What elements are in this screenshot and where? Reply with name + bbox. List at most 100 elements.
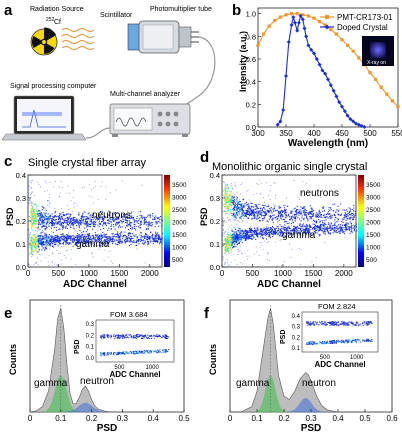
c-gamma-point <box>91 235 93 237</box>
c-gamma-point <box>153 240 155 242</box>
c-gamma-point <box>83 238 85 240</box>
c-neutrons-point <box>158 220 160 223</box>
d-gamma-point <box>262 234 264 236</box>
c-gamma-point <box>56 236 58 238</box>
c-neutrons-point <box>41 218 43 220</box>
d-neutrons-point <box>226 190 228 193</box>
d-neutrons-point <box>281 216 283 218</box>
c-noise-point <box>33 195 35 196</box>
d-neutrons-point <box>224 206 226 208</box>
d-noise-point <box>290 256 292 258</box>
c-noise-point <box>31 254 33 256</box>
d-gamma-point <box>238 238 240 240</box>
d-neutrons-point <box>332 210 334 212</box>
d-gamma-point <box>227 243 229 245</box>
c-noise-point <box>57 253 59 254</box>
c-gamma-point <box>108 241 110 243</box>
d-neutrons-point <box>233 195 235 198</box>
d-gamma-point <box>331 225 333 227</box>
d-neutrons-point <box>233 214 235 216</box>
c-gamma-point <box>119 237 121 239</box>
d-neutrons-point <box>303 214 305 216</box>
d-neutrons-point <box>303 217 305 219</box>
d-neutrons-point <box>350 217 352 219</box>
c-noise-point <box>47 261 49 263</box>
d-gamma-point <box>321 229 324 231</box>
c-gamma-point <box>43 238 45 240</box>
c-neutrons-point <box>133 219 135 221</box>
c-gamma-point <box>139 239 141 241</box>
c-neutrons-point <box>80 222 82 224</box>
d-gamma-point <box>277 233 279 235</box>
d-gamma-point <box>262 234 264 236</box>
c-gamma-point <box>87 234 89 236</box>
c-neutrons-point <box>31 212 34 214</box>
d-gamma-point <box>309 232 312 234</box>
c-neutrons-point <box>78 214 80 216</box>
d-noise-point <box>222 225 224 227</box>
d-neutrons-point <box>336 209 338 211</box>
c-neutrons-point <box>93 217 95 219</box>
b-xtick-label: 400 <box>307 129 321 138</box>
d-neutrons-point <box>243 213 245 215</box>
d-gamma-point <box>234 234 236 236</box>
d-noise-point <box>277 207 279 209</box>
c-neutrons-point <box>139 211 142 213</box>
d-gamma-point <box>239 228 242 230</box>
c-noise-point <box>71 210 73 212</box>
c-gamma-point <box>46 241 48 243</box>
e-inset-neutron-point <box>125 334 127 336</box>
d-neutrons-point <box>258 211 260 213</box>
c-neutrons-point <box>39 212 41 214</box>
c-neutrons-point <box>43 216 45 218</box>
c-neutrons-point <box>44 214 46 216</box>
e-inset-neutron-point <box>116 336 118 338</box>
d-neutrons-point <box>236 206 238 208</box>
d-neutrons-point <box>276 216 278 218</box>
d-neutrons-point <box>225 194 227 196</box>
c-noise-point <box>70 243 72 245</box>
c-neutrons-point <box>66 216 68 219</box>
c-colorbar-tick-label: 2500 <box>172 207 187 214</box>
d-neutrons-point <box>266 220 268 222</box>
c-neutrons-point <box>33 212 35 214</box>
c-gamma-point <box>140 231 142 233</box>
c-gamma-point <box>49 239 51 241</box>
c-noise-point <box>37 264 39 265</box>
d-noise-point <box>285 205 287 207</box>
d-neutrons-point <box>230 210 232 212</box>
e-inset-neutron-point <box>135 334 137 336</box>
c-gamma-point <box>31 245 33 247</box>
d-gamma-point <box>247 236 249 238</box>
c-noise-point <box>99 247 101 249</box>
c-gamma-point <box>35 237 37 239</box>
d-neutrons-point <box>313 210 315 212</box>
d-neutrons-point <box>245 216 248 218</box>
d-noise-point <box>259 247 261 249</box>
c-gamma-point <box>152 234 154 236</box>
d-neutrons-point <box>235 217 238 219</box>
c-neutrons-point <box>30 223 32 225</box>
d-neutrons-point <box>240 210 242 212</box>
c-neutrons-point <box>125 216 127 218</box>
c-gamma-point <box>48 240 50 242</box>
e-xtick-label: 0 <box>28 414 33 423</box>
c-gamma-point <box>76 242 78 244</box>
d-neutrons-point <box>316 222 318 224</box>
c-gamma-point <box>65 239 67 241</box>
e-inset-neutron-point <box>166 337 168 339</box>
c-neutrons-point <box>112 223 114 226</box>
c-noise-point <box>49 206 51 208</box>
c-gamma-point <box>58 237 61 239</box>
d-neutrons-point <box>241 215 243 217</box>
d-noise-point <box>258 254 260 256</box>
c-neutrons-point <box>71 219 74 221</box>
c-neutrons-point <box>102 220 104 222</box>
d-noise-point <box>230 227 232 229</box>
d-neutrons-point <box>272 221 274 223</box>
d-gamma-point <box>326 226 328 228</box>
c-neutrons-point <box>117 212 119 214</box>
c-gamma-point <box>156 237 158 239</box>
d-neutrons-point <box>298 214 300 216</box>
d-neutrons-point <box>325 213 328 216</box>
